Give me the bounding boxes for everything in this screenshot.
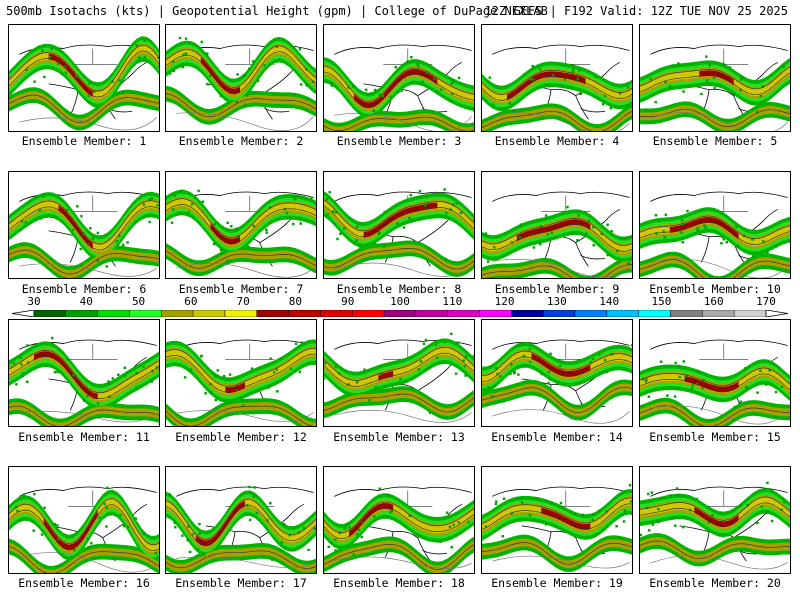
ensemble-member-label: Ensemble Member: 10	[649, 282, 781, 296]
colorbar-tick-label: 60	[184, 295, 198, 308]
ensemble-member-label: Ensemble Member: 12	[175, 430, 307, 444]
ensemble-member-label: Ensemble Member: 16	[18, 576, 150, 590]
ensemble-panel	[481, 466, 633, 574]
ensemble-member-label: Ensemble Member: 15	[649, 430, 781, 444]
colorbar-tick-label: 90	[341, 295, 355, 308]
ensemble-member-label: Ensemble Member: 2	[178, 134, 304, 148]
ensemble-member-label: Ensemble Member: 11	[18, 430, 150, 444]
ensemble-member-label: Ensemble Member: 14	[491, 430, 623, 444]
colorbar-tick-label: 160	[703, 295, 724, 308]
ensemble-panel	[323, 319, 475, 427]
header-run-info: 12Z GEFS | F192 Valid: 12Z TUE NOV 25 20…	[484, 4, 788, 18]
map-header: 500mb Isotachs (kts) | Geopotential Heig…	[6, 3, 794, 19]
ensemble-panel	[481, 319, 633, 427]
ensemble-panel	[8, 24, 160, 132]
ensemble-panel	[165, 466, 317, 574]
ensemble-panel	[8, 171, 160, 279]
ensemble-panel	[323, 171, 475, 279]
ensemble-panel	[481, 24, 633, 132]
ensemble-member-label: Ensemble Member: 5	[652, 134, 778, 148]
ensemble-member-label: Ensemble Member: 6	[21, 282, 147, 296]
ensemble-panel	[639, 466, 791, 574]
ensemble-member-label: Ensemble Member: 7	[178, 282, 304, 296]
ensemble-member-label: Ensemble Member: 4	[494, 134, 620, 148]
colorbar-tick-label: 130	[546, 295, 567, 308]
ensemble-member-label: Ensemble Member: 1	[21, 134, 147, 148]
ensemble-member-label: Ensemble Member: 18	[333, 576, 465, 590]
ensemble-panel	[323, 466, 475, 574]
colorbar-strip	[12, 310, 788, 317]
colorbar-tick-label: 110	[442, 295, 463, 308]
ensemble-panel	[8, 466, 160, 574]
colorbar-tick-label: 100	[390, 295, 410, 308]
ensemble-panel	[165, 319, 317, 427]
colorbar-tick-label: 80	[288, 295, 303, 308]
ensemble-panel	[481, 171, 633, 279]
colorbar-tick-label: 40	[79, 295, 93, 308]
ensemble-panel	[323, 24, 475, 132]
colorbar-tick-label: 50	[131, 295, 146, 308]
ensemble-panel	[639, 24, 791, 132]
ensemble-member-label: Ensemble Member: 8	[336, 282, 462, 296]
ensemble-panel	[165, 24, 317, 132]
ensemble-member-label: Ensemble Member: 19	[491, 576, 623, 590]
colorbar-tick-label: 140	[599, 295, 620, 308]
ensemble-panel	[639, 171, 791, 279]
colorbar-tick-label: 170	[756, 295, 776, 308]
colorbar-tick-label: 150	[651, 295, 672, 308]
ensemble-panel	[165, 171, 317, 279]
colorbar-tick-label: 70	[236, 295, 250, 308]
ensemble-member-label: Ensemble Member: 9	[494, 282, 620, 296]
isotach-colorbar: 30 40 50 60 70 80 90 100 110 120 130 140 150 160 170	[12, 296, 788, 318]
ensemble-member-label: Ensemble Member: 20	[649, 576, 781, 590]
ensemble-member-label: Ensemble Member: 17	[175, 576, 307, 590]
ensemble-member-label: Ensemble Member: 13	[333, 430, 465, 444]
header-title: 500mb Isotachs (kts) | Geopotential Heig…	[6, 4, 548, 18]
ensemble-panel	[639, 319, 791, 427]
ensemble-panel	[8, 319, 160, 427]
colorbar-tick-label: 120	[494, 295, 515, 308]
colorbar-tick-label: 30	[27, 295, 41, 308]
ensemble-member-label: Ensemble Member: 3	[336, 134, 462, 148]
